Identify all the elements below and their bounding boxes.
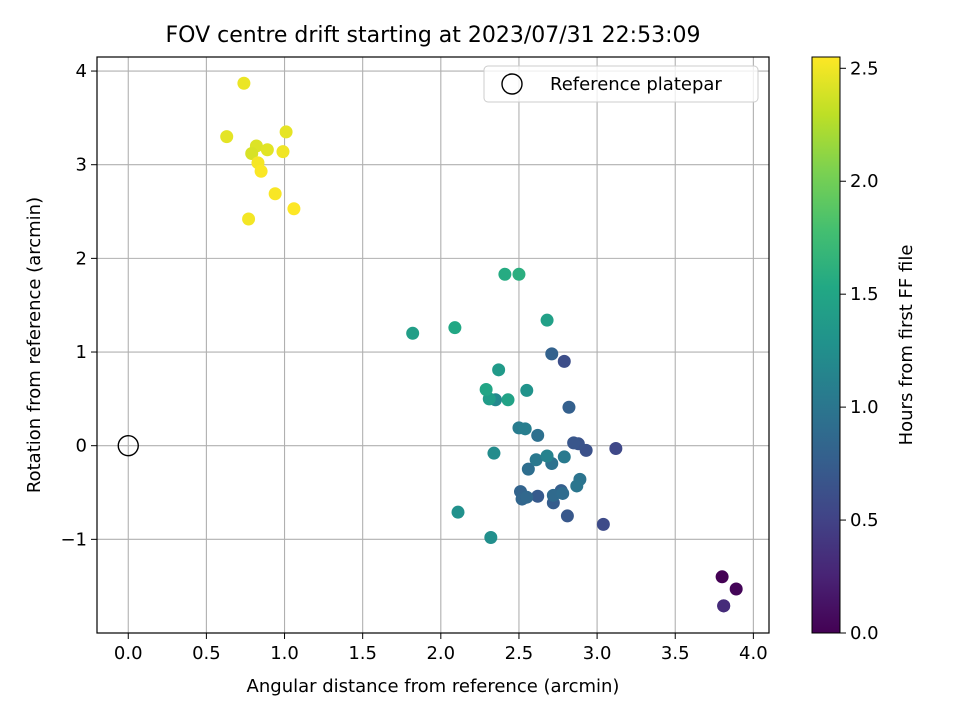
data-point — [529, 453, 543, 467]
reference-marker-layer — [117, 434, 139, 457]
data-point — [287, 202, 301, 216]
data-point — [279, 125, 293, 139]
data-point — [570, 479, 584, 493]
data-point — [276, 145, 290, 159]
data-point — [540, 449, 554, 463]
colorbar-tick-label: 2.5 — [850, 58, 879, 79]
data-point — [220, 130, 234, 144]
data-point — [540, 313, 554, 327]
legend-circle-icon — [501, 73, 523, 95]
colorbar-frame — [811, 56, 841, 634]
data-point — [545, 347, 559, 361]
data-point — [512, 267, 526, 281]
data-point — [492, 363, 506, 377]
data-point — [254, 164, 268, 178]
plot-area — [97, 57, 769, 633]
legend: Reference platepar — [483, 65, 759, 103]
colorbar-ticks: 0.0 0.5 1.0 1.5 2.0 2.5 — [840, 58, 879, 644]
data-point — [237, 76, 251, 90]
chart-title: FOV centre drift starting at 2023/07/31 … — [166, 23, 701, 48]
colorbar-tick-label: 2.0 — [850, 171, 879, 192]
data-point — [729, 582, 743, 596]
y-tick-label: 0 — [76, 436, 87, 457]
data-point — [448, 321, 462, 335]
colorbar-gradient — [812, 57, 840, 633]
data-point — [479, 382, 493, 396]
data-point — [268, 187, 282, 201]
y-tick-label: −1 — [60, 529, 87, 550]
data-point — [260, 143, 274, 157]
y-tick-label: 2 — [76, 248, 87, 269]
data-point — [501, 393, 515, 407]
data-point — [557, 354, 571, 368]
x-tick-label: 2.5 — [505, 643, 534, 664]
data-point — [242, 212, 256, 226]
data-point — [406, 326, 420, 340]
reference-platepar-marker — [117, 434, 139, 457]
data-point — [557, 450, 571, 464]
colorbar-tick-label: 0.5 — [850, 510, 879, 531]
data-point — [717, 599, 731, 613]
x-tick-label: 0.0 — [114, 643, 143, 664]
colorbar: 0.0 0.5 1.0 1.5 2.0 2.5 Hours from first FF f… — [811, 56, 917, 644]
x-tick-label: 0.5 — [192, 643, 221, 664]
scatter-axes: 0.0 0.5 1.0 1.5 2.0 2.5 3.0 3.5 4.0 −1 0 1 2 3 4 Refe… — [60, 56, 770, 664]
legend-label: Reference platepar — [550, 74, 722, 95]
y-tick-label: 3 — [76, 155, 87, 176]
data-point — [562, 400, 576, 414]
data-point — [596, 517, 610, 531]
data-point — [245, 146, 259, 160]
data-point — [531, 489, 545, 503]
colorbar-label: Hours from first FF file — [896, 245, 917, 446]
data-point — [556, 486, 570, 500]
y-axis-label: Rotation from reference (arcmin) — [24, 197, 45, 493]
colorbar-tick-label: 1.5 — [850, 284, 879, 305]
data-point — [521, 462, 535, 476]
data-point — [567, 436, 581, 450]
x-tick-label: 3.0 — [583, 643, 612, 664]
x-tick-label: 1.5 — [348, 643, 377, 664]
y-tick-label: 1 — [76, 342, 87, 363]
colorbar-tick-label: 1.0 — [850, 397, 879, 418]
colorbar-tick-label: 0.0 — [850, 623, 879, 644]
data-point — [531, 428, 545, 442]
data-point — [518, 422, 532, 436]
x-tick-label: 1.0 — [270, 643, 299, 664]
data-point — [609, 441, 623, 455]
x-tick-label: 2.0 — [426, 643, 455, 664]
x-tick-label: 4.0 — [739, 643, 768, 664]
x-tick-label: 3.5 — [661, 643, 690, 664]
legend-box — [483, 65, 759, 103]
y-axis-ticks: −1 0 1 2 3 4 — [60, 61, 97, 550]
data-point — [560, 509, 574, 523]
data-point — [498, 267, 512, 281]
data-point — [487, 446, 501, 460]
data-point — [715, 570, 729, 584]
x-axis-ticks: 0.0 0.5 1.0 1.5 2.0 2.5 3.0 3.5 4.0 — [114, 633, 768, 664]
x-axis-label: Angular distance from reference (arcmin) — [247, 676, 620, 697]
data-point — [520, 490, 534, 504]
y-tick-label: 4 — [76, 61, 87, 82]
data-point — [520, 383, 534, 397]
data-point — [451, 505, 465, 519]
data-point — [484, 530, 498, 544]
data-points — [220, 76, 743, 613]
axes-frame — [96, 56, 770, 634]
